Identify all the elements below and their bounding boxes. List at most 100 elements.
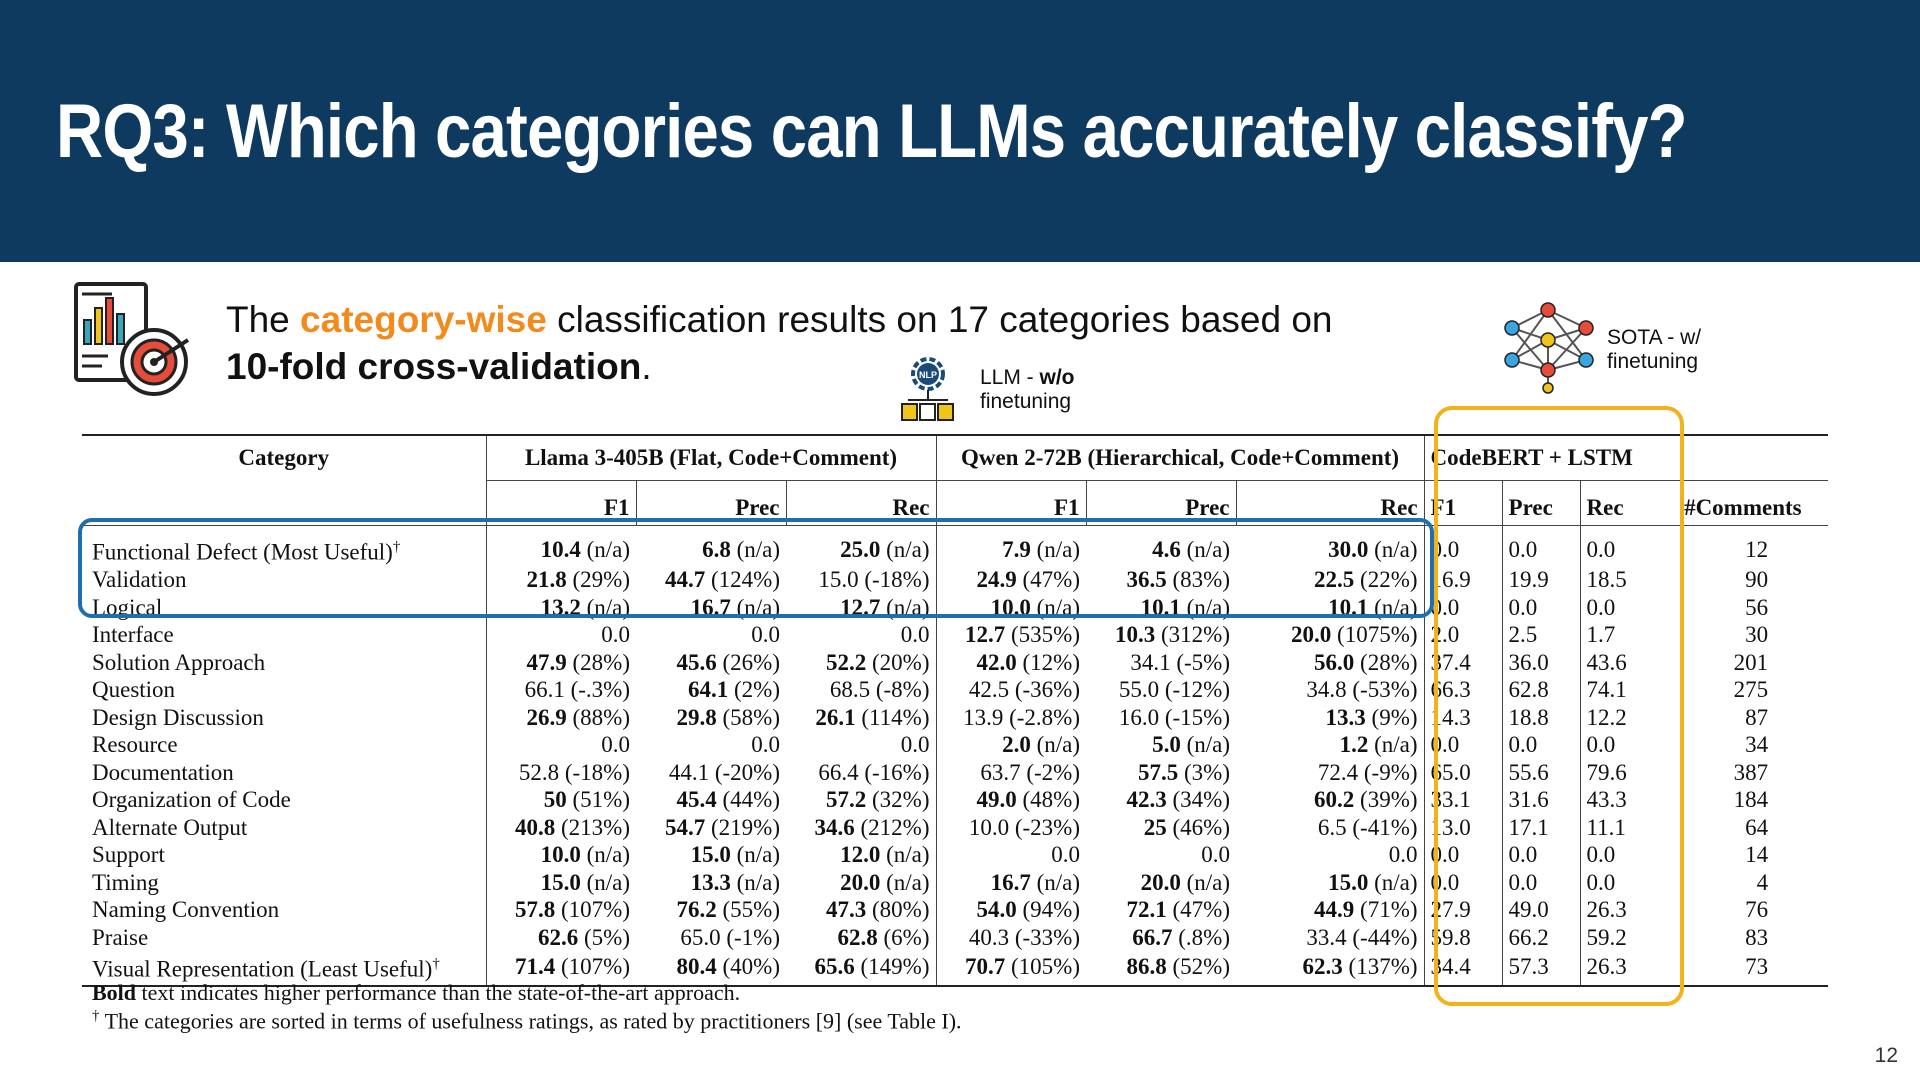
table-row: Validation 21.8 (29%) 44.7 (124%) 15.0 (-18… [82,566,1828,594]
metric-cell: 12.7 (n/a) [840,594,930,620]
metric-cell: 63.7 (-2%) [935,758,1086,787]
category-cell: Timing [92,869,159,895]
title-banner [0,0,1920,262]
metric-cell: 0.0 [751,622,780,648]
metric-cell: 13.3 (9%) [1325,704,1418,730]
sub-header: F1 [935,480,1086,526]
header-category: Category [82,434,486,481]
sota-cell: 0.0 [1579,731,1671,759]
results-table: Category Llama 3-405B (Flat, Code+Commen… [82,434,1829,988]
sota-cell: 43.3 [1579,786,1671,814]
metric-cell: 65.6 (149%) [786,951,936,988]
category-cell: Alternate Output [92,814,248,840]
sota-cell: 17.1 [1501,813,1581,842]
metric-cell: 1.2 (n/a) [1339,732,1418,758]
metric-cell: 42.3 (34%) [1126,787,1230,813]
metric-cell: 15.0 (n/a) [485,868,636,897]
metric-cell: 42.0 (12%) [935,648,1086,677]
metric-cell: 66.1 (-.3%) [485,676,636,704]
sub-header: Prec [635,480,786,526]
metric-cell: 15.0 (n/a) [690,842,780,868]
metric-cell: 57.8 (107%) [485,896,636,924]
metric-cell: 25.0 (n/a) [840,537,930,563]
comments-cell: 4 [1756,869,1769,895]
table-row: Naming Convention 57.8 (107%) 76.2 (55%) 47… [82,896,1828,924]
metric-cell: 45.4 (44%) [676,787,780,813]
metric-cell: 56.0 (28%) [1314,649,1418,675]
metric-cell: 71.4 (107%) [485,951,636,988]
intro-text: The category-wise classification results… [226,299,1333,387]
metric-cell: 29.8 (58%) [676,704,780,730]
metric-cell: 4.6 (n/a) [1152,537,1230,563]
category-cell: Solution Approach [92,649,266,675]
metric-cell: 47.9 (28%) [485,648,636,677]
metric-cell: 5.0 (n/a) [1152,732,1230,758]
metric-cell: 30.0 (n/a) [1328,537,1418,563]
metric-cell: 16.7 (n/a) [935,868,1086,897]
table-row: Functional Defect (Most Useful)† 10.4 (n/… [82,525,1828,567]
table-row: Support 10.0 (n/a) 15.0 (n/a) 12.0 (n/a) 0.0… [82,841,1828,869]
slide-title: RQ3: Which categories can LLMs accuratel… [56,89,1688,174]
metric-cell: 34.1 (-5%) [1130,649,1230,675]
sota-cell: 1.7 [1579,621,1671,649]
sota-cell: 0.0 [1423,841,1503,869]
comments-cell: 184 [1733,787,1769,813]
metric-cell: 10.3 (312%) [1115,622,1230,648]
sota-cell: 33.1 [1423,786,1503,814]
sota-cell: 11.1 [1579,813,1671,842]
sota-cell: 0.0 [1579,525,1671,567]
metric-cell: 20.0 (n/a) [1140,869,1230,895]
sota-cell: 0.0 [1501,525,1581,567]
sota-cell: 0.0 [1423,868,1503,897]
sota-cell: 19.9 [1501,566,1581,594]
sota-cell: 0.0 [1423,525,1503,567]
sota-cell: 59.2 [1579,923,1671,952]
metric-cell: 0.0 [1201,842,1230,868]
metric-cell: 60.2 (39%) [1314,787,1418,813]
sota-cell: 0.0 [1501,868,1581,897]
metric-cell: 0.0 [1388,842,1418,868]
comments-cell: 30 [1745,622,1769,648]
metric-cell: 86.8 (52%) [1086,951,1236,988]
table-row: Solution Approach 47.9 (28%) 45.6 (26%) 52.… [82,648,1828,677]
comments-cell: 56 [1745,594,1769,620]
comments-cell: 90 [1745,567,1769,593]
metric-cell: 22.5 (22%) [1314,567,1418,593]
metric-cell: 54.0 (94%) [935,896,1086,924]
llm-label: LLM - w/o finetuning [980,366,1075,413]
metric-cell: 52.2 (20%) [826,649,930,675]
category-cell: Organization of Code [92,787,291,813]
comments-cell: 73 [1670,951,1829,988]
sota-label: SOTA - w/ finetuning [1607,326,1702,373]
metric-cell: 49.0 (48%) [935,786,1086,814]
metric-cell: 24.9 (47%) [935,566,1086,594]
sota-cell: 26.3 [1579,951,1671,988]
comments-cell: 87 [1745,704,1769,730]
metric-cell: 0.0 [900,732,930,758]
header-qwen: Qwen 2-72B (Hierarchical, Code+Comment) [935,434,1425,481]
metric-cell: 34.6 (212%) [814,814,930,840]
table-row: Resource 0.0 0.0 0.0 2.0 (n/a) 5.0 (n/a) 1.2 (… [82,731,1828,759]
svg-text:NLP: NLP [919,370,937,380]
sota-cell: 16.9 [1423,566,1503,594]
sota-cell: 12.2 [1579,703,1671,732]
sota-cell: 49.0 [1501,896,1581,924]
sota-cell: 0.0 [1501,841,1581,869]
metric-cell: 66.4 (-16%) [818,759,930,785]
sota-cell: 74.1 [1579,676,1671,704]
sota-cell: 0.0 [1579,841,1671,869]
metric-cell: 21.8 (29%) [485,566,636,594]
metric-cell: 10.0 (-23%) [935,813,1086,842]
category-cell: Design Discussion [92,704,264,730]
metric-cell: 13.3 (n/a) [690,869,780,895]
category-cell: Documentation [92,759,234,785]
metric-cell: 0.0 [900,622,930,648]
comments-cell: 275 [1733,677,1769,703]
table-row: Logical 13.2 (n/a) 16.7 (n/a) 12.7 (n/a) 10.… [82,593,1828,622]
sub-header: F1 [485,480,636,526]
metric-cell: 40.8 (213%) [485,813,636,842]
table-row: Visual Representation (Least Useful)† 71.… [82,951,1829,988]
metric-cell: 0.0 [485,731,636,759]
sota-cell: 65.0 [1423,758,1503,787]
sota-cell: 59.8 [1423,923,1503,952]
